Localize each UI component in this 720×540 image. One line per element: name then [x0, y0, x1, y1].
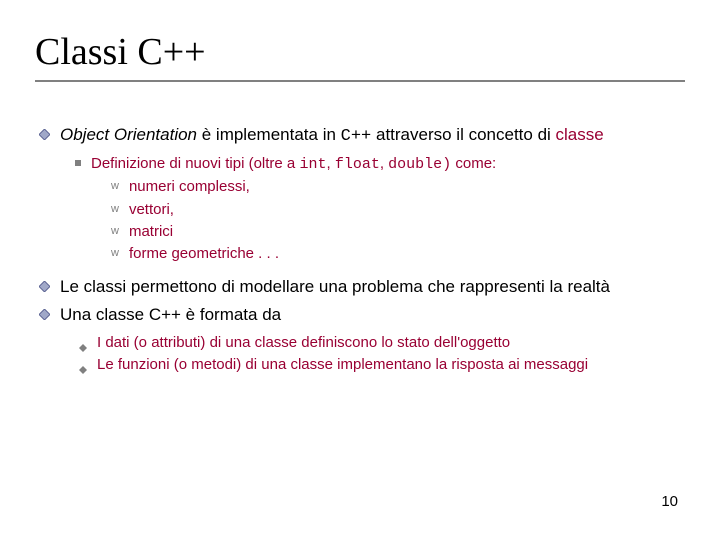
bullet-text: Le classi permettono di modellare una pr… — [60, 276, 610, 298]
bullet-text: numeri complessi, — [129, 177, 250, 197]
bullet-text: Le funzioni (o metodi) di una classe imp… — [97, 355, 588, 375]
bullet-text: Definizione di nuovi tipi (oltre a int, … — [91, 154, 496, 175]
bullet-text: matrici — [129, 222, 173, 242]
bullet-classi-modellare: Le classi permettono di modellare una pr… — [39, 276, 685, 298]
diamond-icon — [39, 309, 50, 320]
square-icon — [75, 160, 81, 166]
w-icon: w — [111, 225, 119, 237]
bullet-vettori: w vettori, — [111, 200, 685, 220]
w-icon: w — [111, 247, 119, 259]
bullet-matrici: w matrici — [111, 222, 685, 242]
bullet-definizione: Definizione di nuovi tipi (oltre a int, … — [75, 154, 685, 175]
bullet-text: I dati (o attributi) di una classe defin… — [97, 333, 510, 353]
bullet-attributi: I dati (o attributi) di una classe defin… — [79, 333, 685, 353]
bullet-object-orientation: Object Orientation è implementata in C++… — [39, 124, 685, 148]
bullet-text: vettori, — [129, 200, 174, 220]
bullet-metodi: Le funzioni (o metodi) di una classe imp… — [79, 355, 685, 375]
diamond-icon — [39, 129, 50, 140]
page-number: 10 — [661, 493, 678, 510]
w-icon: w — [111, 203, 119, 215]
bullet-text: Una classe C++ è formata da — [60, 304, 281, 326]
bullet-classe-formata: Una classe C++ è formata da — [39, 304, 685, 326]
bullet-forme: w forme geometriche . . . — [111, 244, 685, 264]
diamond-icon — [39, 281, 50, 292]
bullet-text: Object Orientation è implementata in C++… — [60, 124, 604, 148]
small-diamond-icon — [79, 339, 87, 347]
bullet-text: forme geometriche . . . — [129, 244, 279, 264]
bullet-numeri: w numeri complessi, — [111, 177, 685, 197]
w-icon: w — [111, 180, 119, 192]
slide-title: Classi C++ — [35, 30, 685, 82]
small-diamond-icon — [79, 361, 87, 369]
